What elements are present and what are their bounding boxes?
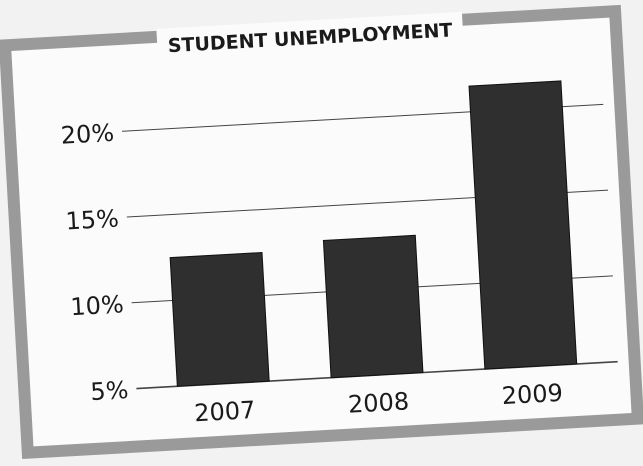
bar	[322, 234, 424, 379]
y-tick-label: 15%	[65, 205, 120, 236]
y-tick-label: 10%	[70, 290, 125, 321]
x-tick-label: 2007	[194, 396, 257, 427]
y-tick-label: 20%	[60, 119, 115, 150]
bar	[468, 80, 578, 370]
bar	[169, 251, 270, 387]
y-tick-label: 5%	[90, 376, 130, 406]
x-tick-label: 2008	[347, 387, 410, 418]
x-tick-label: 2009	[501, 379, 564, 410]
title-background	[156, 11, 464, 59]
plot-area: 5% 10% 15% 20% 2007 2008 2009	[60, 80, 618, 427]
